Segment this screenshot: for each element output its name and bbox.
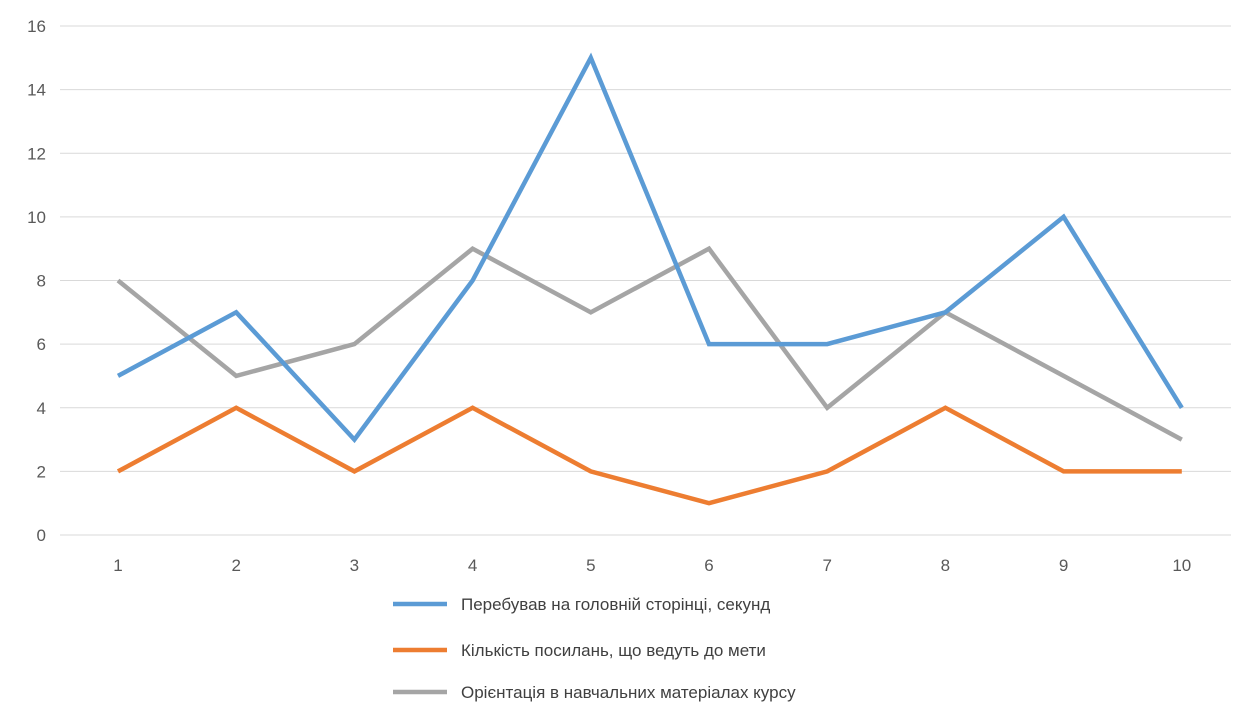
x-tick-label: 6: [704, 556, 713, 575]
y-tick-label: 10: [27, 208, 46, 227]
x-tick-label: 9: [1059, 556, 1068, 575]
y-tick-label: 4: [37, 399, 46, 418]
series-lines: [116, 52, 1184, 506]
y-tick-label: 12: [27, 144, 46, 163]
x-tick-label: 5: [586, 556, 595, 575]
x-tick-label: 1: [113, 556, 122, 575]
series-line-2: [116, 405, 1182, 506]
y-tick-label: 14: [27, 81, 46, 100]
legend-label-2: Кількість посилань, що ведуть до мети: [461, 641, 766, 660]
y-tick-label: 16: [27, 17, 46, 36]
x-tick-label: 7: [822, 556, 831, 575]
x-tick-label: 2: [231, 556, 240, 575]
series-line-3: [116, 245, 1183, 442]
y-tick-label: 6: [37, 335, 46, 354]
x-tick-label: 3: [350, 556, 359, 575]
series-line-1: [116, 52, 1184, 444]
legend: Перебував на головній сторінці, секунд Кі…: [393, 595, 796, 702]
legend-label-3: Орієнтація в навчальних матеріалах курсу: [461, 683, 796, 702]
y-tick-label: 0: [37, 526, 46, 545]
x-tick-label: 10: [1172, 556, 1191, 575]
y-axis-tick-labels: 0 2 4 6 8 10 12 14 16: [27, 17, 46, 545]
y-tick-label: 8: [37, 272, 46, 291]
x-tick-label: 4: [468, 556, 477, 575]
x-tick-label: 8: [941, 556, 950, 575]
legend-label-1: Перебував на головній сторінці, секунд: [461, 595, 770, 614]
x-axis-tick-labels: 1 2 3 4 5 6 7 8 9 10: [113, 556, 1191, 575]
y-tick-label: 2: [37, 462, 46, 481]
